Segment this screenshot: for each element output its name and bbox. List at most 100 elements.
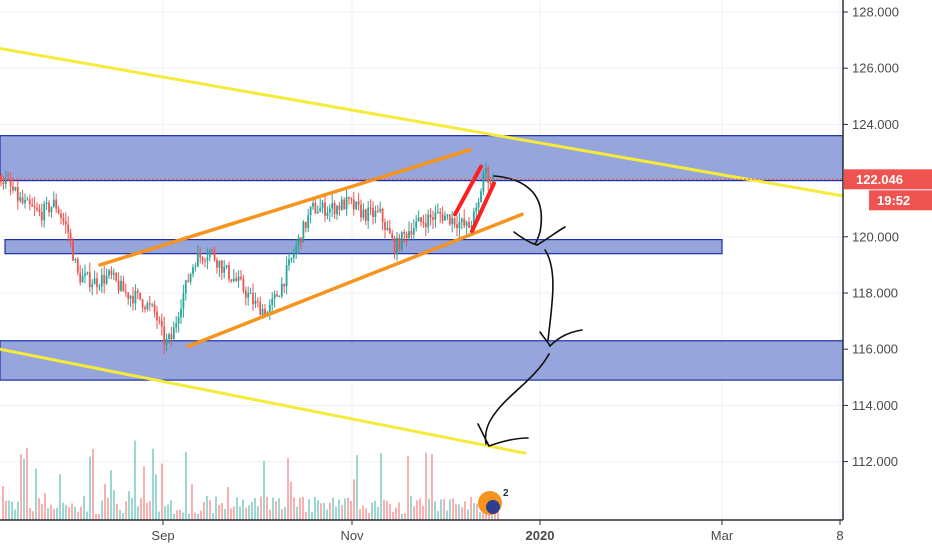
candle-body-176 — [422, 221, 425, 224]
candle-body-205 — [492, 177, 494, 185]
candle-body-164 — [393, 238, 396, 255]
volume-bar-12 — [38, 498, 40, 520]
candle-body-15 — [36, 207, 38, 210]
candle-body-64 — [153, 304, 156, 312]
candle-body-7 — [16, 187, 19, 201]
volume-bar-109 — [329, 502, 331, 520]
candle-body-129 — [309, 206, 312, 216]
candle-body-167 — [400, 232, 403, 250]
price-tick-label-3: 120.000 — [852, 229, 899, 244]
volume-bar-156 — [470, 497, 472, 520]
volume-bar-85 — [257, 506, 259, 520]
candle-body-49 — [117, 280, 120, 291]
candle-body-124 — [297, 237, 300, 246]
candle-body-174 — [417, 217, 420, 222]
volume-bar-135 — [407, 455, 409, 520]
volume-bar-87 — [263, 460, 265, 520]
candle-body-145 — [348, 197, 350, 199]
price-zone-1 — [4, 239, 723, 255]
candle-body-160 — [384, 222, 386, 230]
candle-body-53 — [127, 292, 130, 299]
candle-body-136 — [326, 212, 329, 216]
volume-bar-69 — [209, 500, 211, 520]
candle-body-55 — [132, 296, 134, 304]
volume-bar-76 — [230, 508, 232, 520]
volume-bar-13 — [41, 503, 43, 520]
candle-body-21 — [50, 206, 53, 213]
trendline-5 — [470, 181, 496, 234]
candle-body-19 — [45, 202, 48, 204]
time-axis[interactable]: Sep Nov 2020 Mar 8 — [0, 519, 932, 550]
volume-bar-60 — [182, 512, 184, 520]
candle-body-16 — [38, 209, 41, 212]
candle-body-18 — [43, 203, 46, 221]
candle-body-47 — [112, 272, 115, 275]
volume-bar-29 — [89, 456, 91, 520]
candle-body-45 — [108, 270, 110, 276]
candle-body-43 — [103, 275, 106, 284]
volume-bar-115 — [347, 497, 349, 520]
volume-bar-121 — [365, 508, 367, 520]
candle-body-185 — [444, 215, 446, 221]
candle-body-171 — [410, 231, 413, 235]
volume-bar-28 — [86, 511, 88, 520]
candle-body-182 — [436, 212, 439, 214]
volume-bar-117 — [353, 479, 355, 520]
volume-bar-58 — [176, 510, 178, 520]
candle-body-8 — [19, 197, 22, 201]
volume-bar-92 — [278, 498, 280, 520]
candle-body-36 — [86, 272, 89, 274]
volume-bar-61 — [185, 451, 187, 520]
projection-stroke-5 — [477, 423, 529, 447]
volume-bar-112 — [338, 499, 340, 520]
candle-body-188 — [451, 217, 454, 225]
volume-bar-49 — [149, 500, 151, 520]
candle-body-38 — [91, 284, 94, 288]
volume-bar-107 — [323, 502, 325, 520]
candle-body-37 — [88, 272, 91, 288]
candle-body-108 — [259, 301, 262, 316]
candle-body-44 — [105, 275, 108, 284]
candle-body-66 — [158, 320, 161, 322]
volume-bar-89 — [269, 509, 271, 520]
last-price-label: 122.046 — [856, 172, 903, 187]
volume-bar-157 — [473, 503, 475, 520]
candle-body-154 — [369, 207, 372, 209]
candle-body-192 — [460, 218, 463, 223]
candle-body-99 — [237, 276, 240, 281]
volume-bar-75 — [227, 486, 229, 520]
price-axis[interactable]: 128.000 126.000 124.000 120.000 118.000 116.0… — [842, 0, 932, 550]
candle-body-150 — [360, 204, 362, 218]
price-tick-label-5: 116.000 — [852, 342, 898, 357]
candle-body-82 — [196, 253, 199, 267]
candle-body-27 — [64, 221, 67, 225]
candle-body-151 — [362, 209, 365, 218]
candle-body-139 — [333, 203, 336, 215]
volume-bar-55 — [167, 504, 169, 520]
candle-body-126 — [302, 221, 305, 243]
volume-bar-52 — [158, 511, 160, 520]
candle-body-11 — [26, 199, 29, 201]
drawn-trendlines — [0, 47, 932, 455]
candle-body-152 — [364, 209, 367, 221]
volume-bar-17 — [53, 508, 55, 520]
candle-body-71 — [170, 334, 173, 340]
volume-bar-116 — [350, 501, 352, 520]
volume-bar-113 — [341, 504, 343, 520]
candle-body-102 — [244, 290, 247, 298]
volume-bar-67 — [203, 501, 205, 520]
candle-body-184 — [441, 213, 444, 221]
time-tick-label-2: 2020 — [526, 528, 555, 543]
volume-bar-152 — [458, 504, 460, 520]
volume-bar-134 — [404, 513, 406, 520]
volume-bar-111 — [335, 506, 337, 520]
candle-body-153 — [367, 207, 370, 221]
candle-body-86 — [206, 257, 209, 261]
volume-bar-83 — [251, 502, 253, 520]
candle-body-120 — [288, 259, 290, 266]
volume-bar-133 — [401, 513, 403, 520]
candle-body-146 — [350, 198, 353, 200]
volume-bar-95 — [287, 457, 289, 520]
volume-bar-21 — [65, 504, 67, 520]
